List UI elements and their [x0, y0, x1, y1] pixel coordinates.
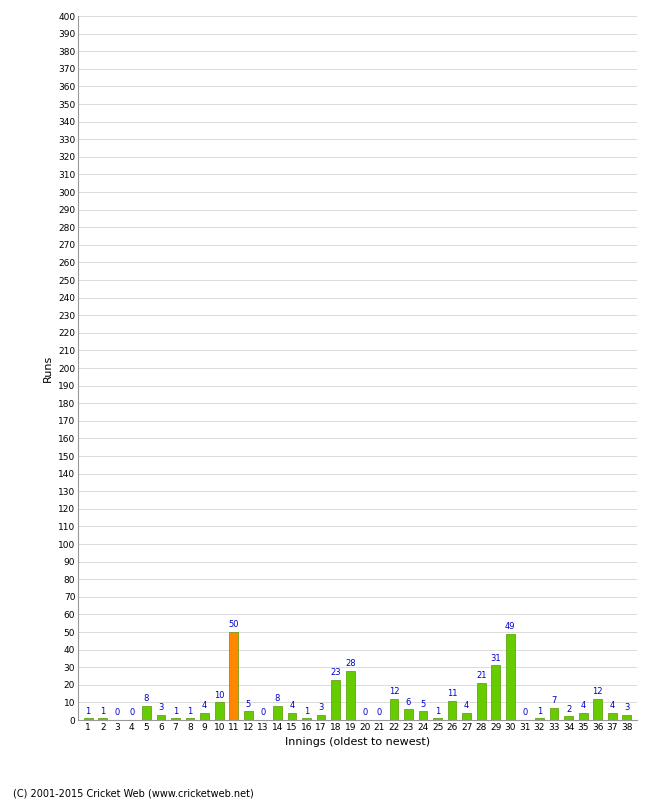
Text: 2: 2	[566, 705, 571, 714]
Text: 4: 4	[202, 702, 207, 710]
Text: 10: 10	[214, 690, 224, 700]
Text: 4: 4	[610, 702, 615, 710]
Y-axis label: Runs: Runs	[42, 354, 53, 382]
Bar	[506, 634, 515, 720]
Bar	[287, 713, 296, 720]
Bar	[389, 699, 398, 720]
Bar	[186, 718, 194, 720]
Text: 0: 0	[377, 708, 382, 718]
Text: 0: 0	[362, 708, 367, 718]
Bar	[317, 714, 326, 720]
Bar	[608, 713, 617, 720]
Text: 1: 1	[173, 706, 178, 715]
Bar	[419, 711, 428, 720]
Text: 23: 23	[330, 668, 341, 677]
Text: 12: 12	[592, 687, 603, 696]
X-axis label: Innings (oldest to newest): Innings (oldest to newest)	[285, 738, 430, 747]
Text: 4: 4	[289, 702, 294, 710]
Bar	[404, 710, 413, 720]
Text: 1: 1	[435, 706, 440, 715]
Text: 0: 0	[129, 708, 135, 718]
Text: 3: 3	[159, 703, 164, 712]
Text: 1: 1	[100, 706, 105, 715]
Bar	[332, 679, 340, 720]
Text: 8: 8	[275, 694, 280, 703]
Bar	[433, 718, 442, 720]
Bar	[171, 718, 180, 720]
Bar	[142, 706, 151, 720]
Text: 12: 12	[389, 687, 399, 696]
Bar	[491, 666, 500, 720]
Text: 31: 31	[491, 654, 501, 662]
Text: 7: 7	[551, 696, 556, 705]
Bar	[623, 714, 631, 720]
Bar	[302, 718, 311, 720]
Bar	[98, 718, 107, 720]
Bar	[346, 670, 355, 720]
Bar	[84, 718, 92, 720]
Bar	[564, 717, 573, 720]
Bar	[200, 713, 209, 720]
Text: 5: 5	[421, 699, 426, 709]
Bar	[535, 718, 544, 720]
Text: 50: 50	[229, 620, 239, 630]
Text: 0: 0	[114, 708, 120, 718]
Text: 4: 4	[464, 702, 469, 710]
Text: 1: 1	[187, 706, 192, 715]
Text: 0: 0	[260, 708, 265, 718]
Bar	[215, 702, 224, 720]
Text: 8: 8	[144, 694, 149, 703]
Text: 6: 6	[406, 698, 411, 707]
Text: 5: 5	[246, 699, 251, 709]
Bar	[273, 706, 282, 720]
Bar	[462, 713, 471, 720]
Text: 28: 28	[345, 659, 356, 668]
Text: 11: 11	[447, 689, 458, 698]
Text: 3: 3	[318, 703, 324, 712]
Bar	[477, 683, 486, 720]
Text: 21: 21	[476, 671, 486, 680]
Text: 0: 0	[523, 708, 528, 718]
Text: 4: 4	[580, 702, 586, 710]
Bar	[229, 632, 238, 720]
Text: 3: 3	[624, 703, 629, 712]
Bar	[550, 708, 558, 720]
Bar	[448, 701, 456, 720]
Bar	[244, 711, 253, 720]
Text: 1: 1	[537, 706, 542, 715]
Text: (C) 2001-2015 Cricket Web (www.cricketweb.net): (C) 2001-2015 Cricket Web (www.cricketwe…	[13, 788, 254, 798]
Text: 1: 1	[86, 706, 91, 715]
Text: 1: 1	[304, 706, 309, 715]
Bar	[578, 713, 588, 720]
Text: 49: 49	[505, 622, 515, 631]
Bar	[157, 714, 165, 720]
Bar	[593, 699, 602, 720]
